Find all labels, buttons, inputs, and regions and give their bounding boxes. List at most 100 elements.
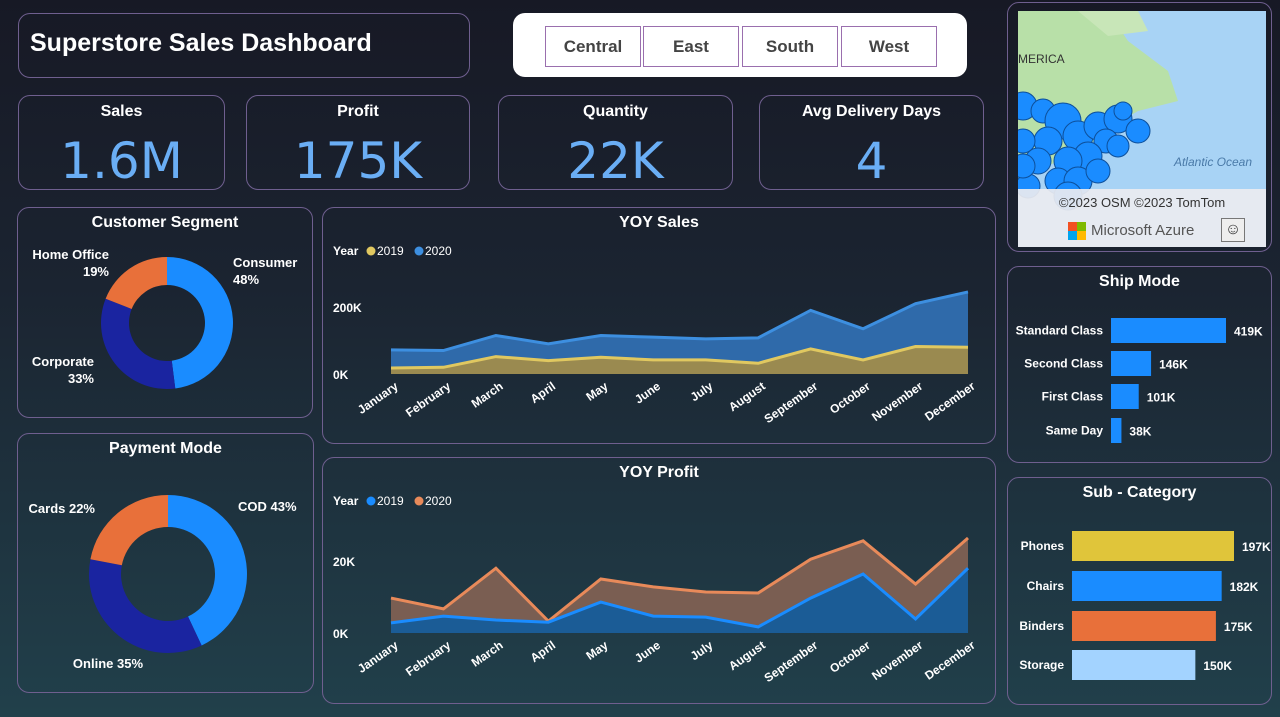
bar-binders <box>1072 611 1216 641</box>
legend-title: Year <box>333 244 359 258</box>
line-2019 <box>390 345 969 370</box>
bar-storage <box>1072 650 1196 680</box>
map-view[interactable]: MERICA Atlantic Ocean ©2023 OSM ©2023 To… <box>1018 11 1266 247</box>
kpi-label: Sales <box>100 103 143 120</box>
sub-category-card: Sub - Category Phones 197K Chairs 182K Binde… <box>1007 477 1272 705</box>
line-2020 <box>390 290 969 353</box>
kpi-value: 4 <box>855 132 888 190</box>
kpi-quantity: Quantity 22K <box>498 95 733 190</box>
sales-bubble <box>1113 101 1133 121</box>
legend-label: 2020 <box>425 244 452 258</box>
x-tick-label: September <box>762 379 821 426</box>
bar-category-label: Second Class <box>1024 357 1103 371</box>
sales-bubble <box>1085 158 1111 184</box>
sales-bubble <box>1018 153 1036 179</box>
yoy-sales-card: YOY Sales Year 2019 2020 0K 200K January Febru… <box>322 207 996 444</box>
bar-category-label: Same Day <box>1046 424 1104 438</box>
bar-first-class <box>1111 384 1139 409</box>
region-central-button[interactable]: Central <box>545 26 641 67</box>
smiley-icon[interactable]: ☺ <box>1221 218 1245 242</box>
x-tick-label: March <box>469 638 506 670</box>
payment-mode-donut: COD 43% Online 35% Cards 22% <box>29 495 297 671</box>
y-tick-label: 20K <box>333 555 355 569</box>
donut-slice-home-office <box>105 257 167 310</box>
map-region-label: MERICA <box>1018 52 1065 66</box>
chart-title: Ship Mode <box>1099 273 1180 290</box>
legend-label: 2020 <box>425 494 452 508</box>
chart-title: Sub - Category <box>1082 484 1197 501</box>
x-tick-label: February <box>403 379 453 420</box>
kpi-sales: Sales 1.6M <box>18 95 225 190</box>
region-south-button[interactable]: South <box>742 26 838 67</box>
map-canvas: MERICA Atlantic Ocean <box>1018 11 1252 211</box>
legend-marker <box>414 496 424 506</box>
bar-category-label: First Class <box>1042 390 1104 404</box>
map-attribution: ©2023 OSM ©2023 TomTom <box>1058 195 1226 210</box>
bar-phones <box>1072 531 1234 561</box>
map-card: MERICA Atlantic Ocean ©2023 OSM ©2023 To… <box>1007 2 1272 252</box>
bar-chairs <box>1072 571 1222 601</box>
ship-mode-card: Ship Mode Standard Class 419K Second Class… <box>1007 266 1272 463</box>
donut-slice-cod <box>168 495 247 646</box>
bar-category-label: Chairs <box>1027 579 1065 593</box>
area-2019 <box>391 568 968 633</box>
ship-mode-chart: Standard Class 419K Second Class 146K First … <box>1016 318 1263 443</box>
x-tick-label: April <box>528 638 558 665</box>
kpi-value: 175K <box>293 132 423 190</box>
bar-value-label: 101K <box>1147 391 1176 405</box>
region-east-button[interactable]: East <box>643 26 739 67</box>
x-tick-label: February <box>403 638 453 679</box>
bar-value-label: 419K <box>1234 325 1263 339</box>
kpi-label: Quantity <box>583 103 648 120</box>
donut-slice-corporate <box>100 298 176 389</box>
sales-bubble <box>1018 128 1036 154</box>
bar-category-label: Binders <box>1019 619 1064 633</box>
chart-title: Customer Segment <box>91 214 239 231</box>
page-title: Superstore Sales Dashboard <box>30 29 372 57</box>
bar-category-label: Storage <box>1019 658 1064 672</box>
customer-segment-donut: Consumer 48% Corporate 33% Home Office 19% <box>32 247 297 389</box>
bar-standard-class <box>1111 318 1226 343</box>
y-tick-label: 0K <box>333 368 349 382</box>
x-tick-label: November <box>869 379 925 424</box>
yoy-sales-chart: Year 2019 2020 0K 200K January February March Ap… <box>333 244 978 426</box>
map-attribution-bar: ©2023 OSM ©2023 TomTom Microsoft Azure ☺ <box>1018 189 1266 247</box>
sales-bubble <box>1125 118 1151 144</box>
x-tick-label: November <box>869 638 925 683</box>
x-tick-label: October <box>827 638 873 676</box>
bar-value-label: 175K <box>1224 620 1253 634</box>
x-tick-label: May <box>583 379 610 404</box>
slice-label: Corporate <box>32 354 94 369</box>
bar-value-label: 197K <box>1242 540 1271 554</box>
kpi-value: 22K <box>567 132 664 190</box>
x-tick-label: October <box>827 379 873 417</box>
x-tick-label: December <box>922 379 978 424</box>
chart-title: YOY Profit <box>619 464 699 481</box>
x-tick-label: January <box>355 638 401 676</box>
donut-slice-consumer <box>167 257 234 389</box>
chart-title: Payment Mode <box>109 440 222 457</box>
sales-bubbles <box>1018 91 1151 211</box>
customer-segment-card: Customer Segment Consumer 48% Corporate 33%… <box>17 207 313 418</box>
yoy-profit-chart: Year 2019 2020 0K 20K January February March Apr… <box>333 494 978 685</box>
kpi-label: Avg Delivery Days <box>801 103 942 120</box>
sub-category-chart: Phones 197K Chairs 182K Binders 175K Storage 15… <box>1019 531 1271 680</box>
legend-marker <box>414 246 424 256</box>
legend-title: Year <box>333 494 359 508</box>
region-slicer: Central East South West <box>513 13 967 77</box>
region-west-button[interactable]: West <box>841 26 937 67</box>
y-tick-label: 200K <box>333 301 362 315</box>
bar-value-label: 150K <box>1203 659 1232 673</box>
slice-label: 48% <box>233 272 259 287</box>
bar-category-label: Phones <box>1021 539 1065 553</box>
x-tick-label: December <box>922 638 978 683</box>
line-2020 <box>390 536 969 624</box>
x-tick-label: September <box>762 638 821 685</box>
slice-label: COD 43% <box>238 499 297 514</box>
kpi-label: Profit <box>337 103 379 120</box>
x-tick-label: June <box>632 379 663 407</box>
chart-title: YOY Sales <box>619 214 699 231</box>
kpi-profit: Profit 175K <box>246 95 470 190</box>
line-2019 <box>390 567 970 629</box>
slice-label: Consumer <box>233 255 297 270</box>
